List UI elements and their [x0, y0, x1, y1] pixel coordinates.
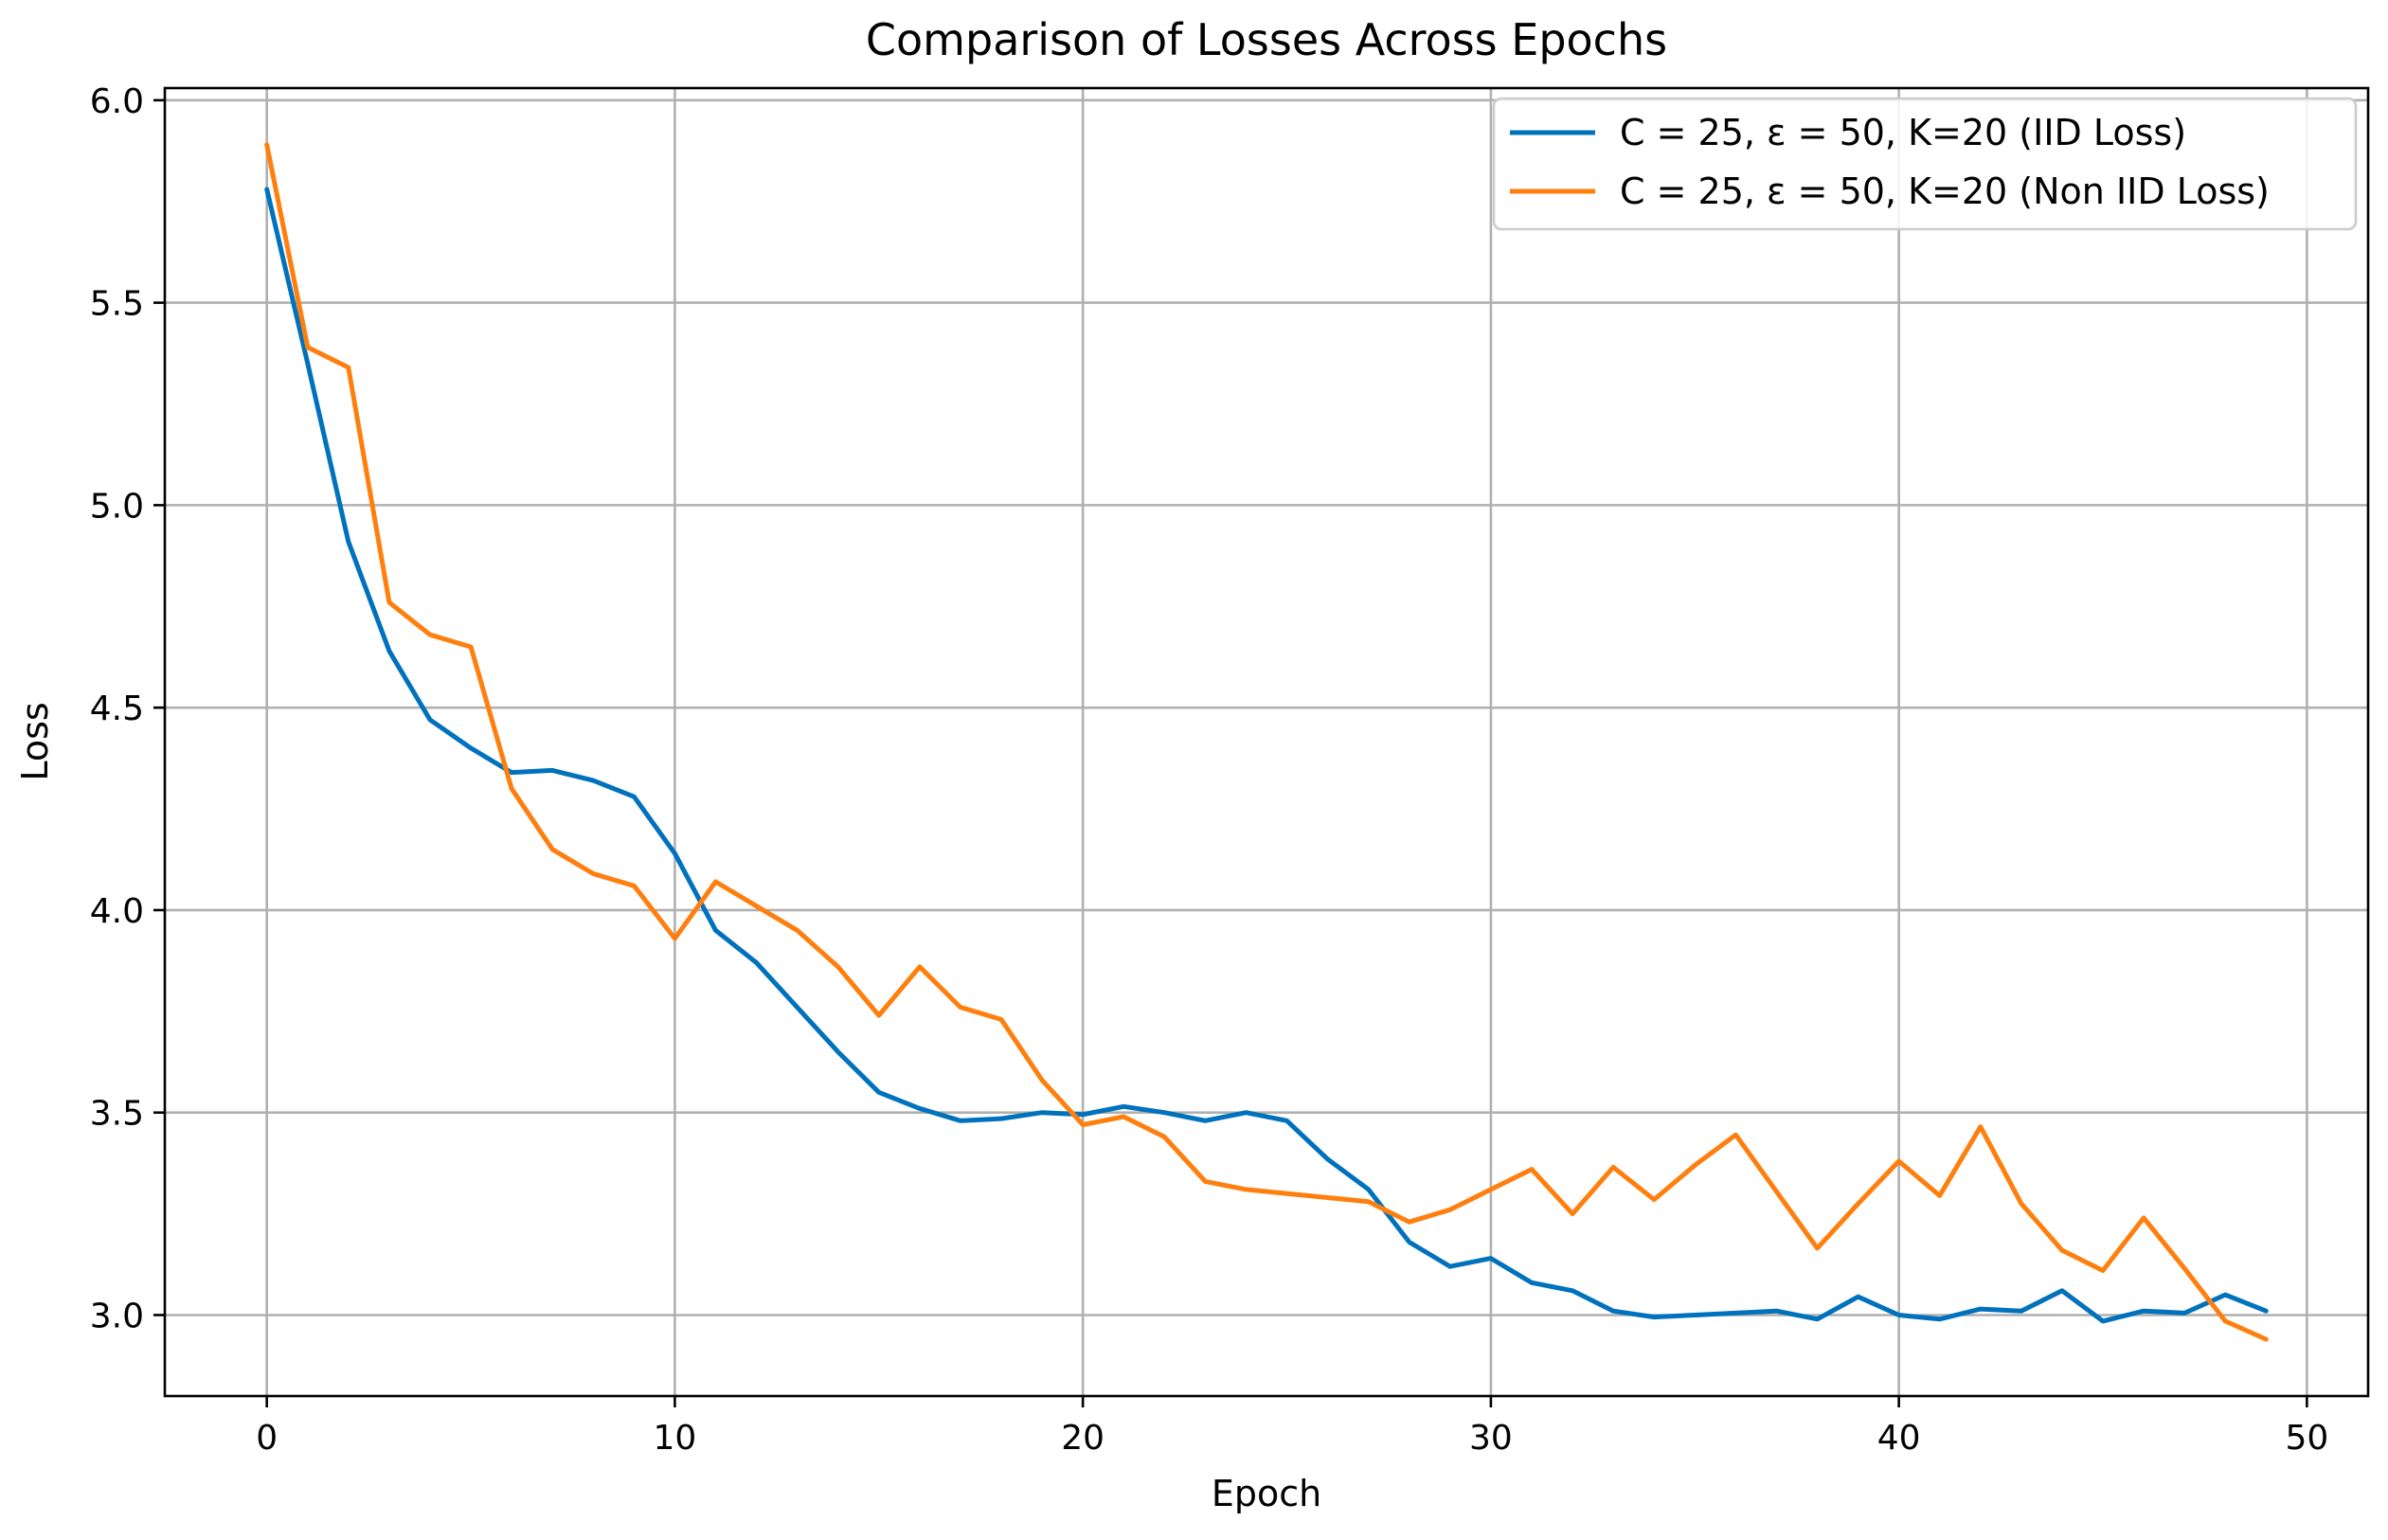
x-tick-label: 10 — [654, 1419, 697, 1458]
y-tick-label: 4.0 — [90, 892, 144, 931]
grid-lines — [165, 88, 2368, 1396]
x-tick-label: 50 — [2285, 1419, 2328, 1458]
y-tick-label: 6.0 — [90, 82, 144, 121]
series-line-non-iid-loss — [264, 142, 2269, 1342]
series-line-iid-loss — [264, 187, 2269, 1324]
y-tick-label: 4.5 — [90, 689, 144, 728]
y-tick-label: 3.0 — [90, 1297, 144, 1335]
y-tick-label: 5.0 — [90, 487, 144, 526]
legend-label-non-iid: C = 25, ε = 50, K=20 (Non IID Loss) — [1620, 170, 2270, 212]
legend: C = 25, ε = 50, K=20 (IID Loss) C = 25, … — [1492, 97, 2358, 231]
y-axis-label: Loss — [14, 702, 56, 780]
y-tick-label: 3.5 — [90, 1095, 144, 1134]
y-tick-label: 5.5 — [90, 285, 144, 324]
axis-ticks: 0 10 20 30 40 50 3.0 3.5 4.0 4.5 5.0 5.5 6.0 — [90, 82, 2329, 1458]
x-tick-label: 20 — [1061, 1419, 1104, 1458]
chart-title: Comparison of Losses Across Epochs — [866, 14, 1667, 65]
x-tick-label: 30 — [1469, 1419, 1513, 1458]
x-tick-label: 40 — [1877, 1419, 1921, 1458]
plot-frame — [163, 86, 2370, 1398]
series-group — [264, 142, 2269, 1342]
legend-box — [1492, 97, 2358, 231]
x-tick-label: 0 — [256, 1419, 278, 1458]
legend-label-iid: C = 25, ε = 50, K=20 (IID Loss) — [1620, 112, 2186, 153]
x-axis-label: Epoch — [1212, 1473, 1321, 1514]
